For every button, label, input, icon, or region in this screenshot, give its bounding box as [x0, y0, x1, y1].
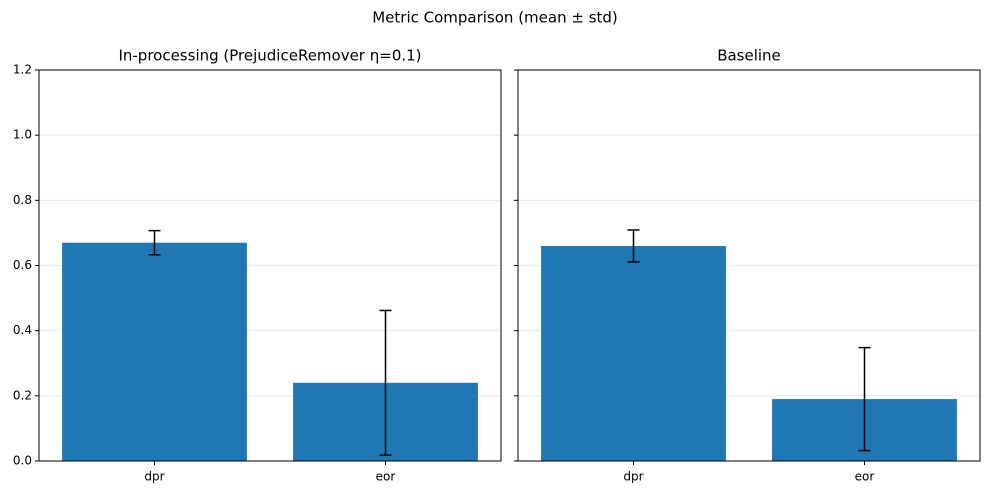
x-tick-label: eor — [376, 470, 396, 484]
x-tick-label: dpr — [623, 470, 643, 484]
error-bar — [627, 229, 640, 263]
y-tick-label: 0.8 — [13, 193, 32, 207]
axes-title: In-processing (PrejudiceRemover η=0.1) — [118, 47, 421, 65]
axes-frame — [38, 69, 502, 462]
y-tick-label: 0.4 — [13, 323, 32, 337]
error-bar — [858, 346, 871, 452]
y-tick-label: 1.0 — [13, 128, 32, 142]
figure-title: Metric Comparison (mean ± std) — [372, 9, 618, 27]
y-tick-label: 0.0 — [13, 454, 32, 468]
x-tick-label: eor — [855, 470, 875, 484]
axes-title: Baseline — [717, 47, 781, 65]
y-tick-label: 0.2 — [13, 388, 32, 402]
y-tick-label: 0.6 — [13, 258, 32, 272]
error-bar — [148, 229, 161, 256]
bar — [541, 245, 726, 461]
error-bar — [379, 309, 392, 456]
bar — [62, 242, 247, 461]
x-tick-label: dpr — [144, 470, 164, 484]
axes-frame — [517, 69, 981, 462]
y-tick-label: 1.2 — [13, 63, 32, 77]
